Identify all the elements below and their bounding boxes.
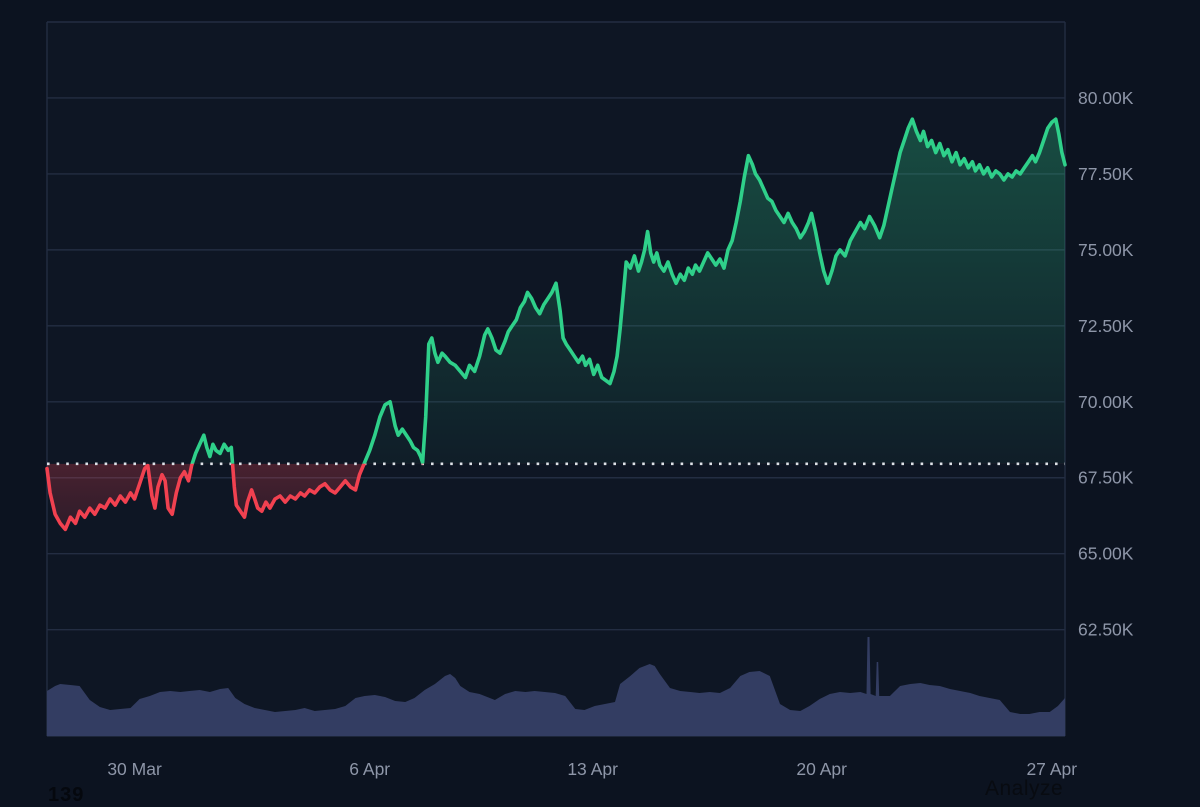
x-axis-label: 20 Apr xyxy=(796,759,847,779)
y-axis-label: 77.50K xyxy=(1078,164,1134,184)
price-area-down xyxy=(47,463,1065,530)
analyze-button[interactable]: Analyze xyxy=(985,777,1064,800)
y-axis-label: 67.50K xyxy=(1078,468,1134,488)
y-axis-label: 65.00K xyxy=(1078,544,1134,564)
y-axis-label: 72.50K xyxy=(1078,316,1134,336)
x-axis-label: 13 Apr xyxy=(567,759,618,779)
y-axis-label: 75.00K xyxy=(1078,240,1134,260)
x-axis-label: 6 Apr xyxy=(349,759,390,779)
x-axis-label: 30 Mar xyxy=(107,759,162,779)
y-axis-label: 80.00K xyxy=(1078,88,1134,108)
y-axis-label: 70.00K xyxy=(1078,392,1134,412)
x-axis-label: 27 Apr xyxy=(1026,759,1077,779)
volume-area xyxy=(47,637,1065,736)
y-axis-label: 62.50K xyxy=(1078,620,1134,640)
footer-left-number: 139 xyxy=(48,784,85,806)
price-area-up xyxy=(192,119,1065,464)
price-line-up xyxy=(190,117,1067,464)
